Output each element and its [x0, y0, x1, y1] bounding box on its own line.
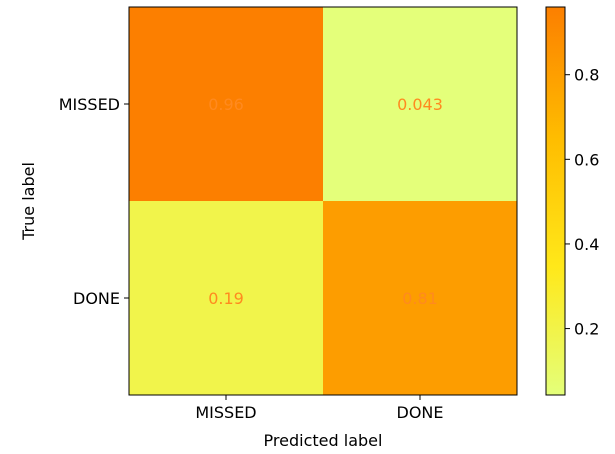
heatmap-cell: [129, 201, 323, 395]
x-axis-ticks: MISSED DONE: [195, 395, 444, 422]
y-axis-ticks: MISSED DONE: [59, 95, 129, 308]
colorbar-ticks: 0.2 0.4 0.6 0.8: [565, 66, 599, 339]
colorbar-tick-label: 0.2: [574, 320, 599, 339]
heatmap-cells: [129, 7, 517, 395]
colorbar-tick-label: 0.6: [574, 150, 599, 169]
colorbar-tick-label: 0.8: [574, 66, 599, 85]
y-tick-label: MISSED: [59, 95, 120, 114]
heatmap-cell: [323, 201, 517, 395]
y-tick-label: DONE: [73, 289, 120, 308]
heatmap-cell: [129, 7, 323, 201]
colorbar: [545, 6, 566, 396]
cell-value-label: 0.19: [208, 289, 244, 308]
x-axis-label: Predicted label: [264, 431, 383, 450]
heatmap-cell: [323, 7, 517, 201]
cell-value-label: 0.96: [208, 95, 244, 114]
x-tick-label: DONE: [397, 403, 444, 422]
plot-frame: [128, 6, 518, 396]
cell-value-labels: 0.96 0.043 0.19 0.81: [208, 95, 443, 308]
cell-value-label: 0.81: [402, 289, 438, 308]
x-tick-label: MISSED: [195, 403, 256, 422]
colorbar-tick-label: 0.4: [574, 235, 599, 254]
y-axis-label: True label: [19, 162, 38, 241]
cell-value-label: 0.043: [397, 95, 443, 114]
